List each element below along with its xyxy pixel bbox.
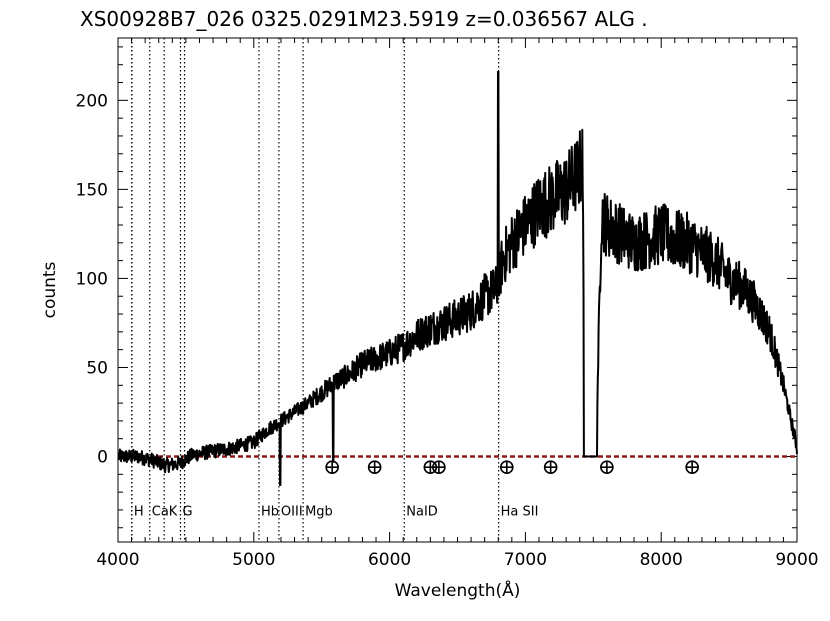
y-axis: 0 50 100 150 200 <box>76 46 797 529</box>
x-tick-label: 8000 <box>640 550 683 570</box>
y-axis-label: counts <box>40 261 60 318</box>
telluric-marker <box>499 460 514 475</box>
x-tick-label: 9000 <box>775 550 818 570</box>
telluric-marker <box>432 460 446 475</box>
x-axis: 4000 5000 6000 7000 8000 9000 <box>96 38 819 570</box>
y-tick-label: 200 <box>76 91 108 111</box>
y-tick-label: 50 <box>86 358 108 378</box>
y-tick-label: 150 <box>76 180 108 200</box>
x-tick-label: 5000 <box>232 550 275 570</box>
x-axis-label: Wavelength(Å) <box>395 579 521 601</box>
spectral-line-label: Ha SII <box>501 504 539 519</box>
spectral-line-label: H <box>134 504 144 519</box>
spectral-line-label: Hb <box>261 504 279 519</box>
spectral-line-label: OIII <box>281 504 303 519</box>
spectral-line-label: G <box>182 504 192 519</box>
spectral-lines: H CaK G Hb OIII Mgb NaID Ha SII <box>131 38 539 542</box>
telluric-markers <box>325 460 699 475</box>
x-tick-label: 6000 <box>368 550 411 570</box>
x-tick-label: 7000 <box>504 550 547 570</box>
telluric-marker <box>685 460 699 475</box>
plot-frame <box>117 37 798 543</box>
telluric-marker <box>600 460 614 475</box>
x-tick-label: 4000 <box>96 550 139 570</box>
chart-title: XS00928B7_026 0325.0291M23.5919 z=0.0365… <box>80 7 648 31</box>
spectral-line-label: CaK <box>152 504 178 519</box>
y-tick-label: 0 <box>97 448 108 468</box>
spectral-line-label: NaID <box>406 504 438 519</box>
telluric-marker <box>325 460 339 475</box>
y-tick-label: 100 <box>76 269 108 289</box>
spectral-line-label: Mgb <box>305 504 333 519</box>
spectrum-line <box>117 70 798 486</box>
telluric-marker <box>367 460 382 475</box>
telluric-marker <box>543 460 558 475</box>
plot-frame-rect <box>117 37 798 543</box>
spectrum-series <box>117 70 798 486</box>
